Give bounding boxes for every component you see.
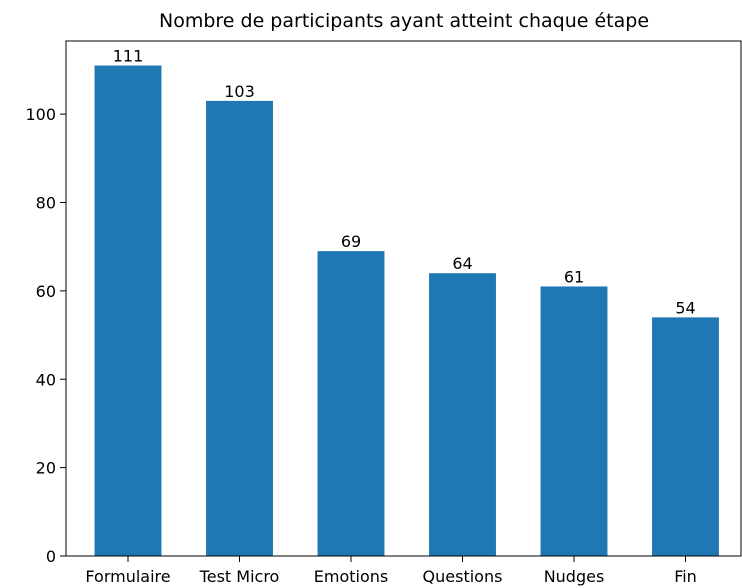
y-tick-label: 100 <box>25 105 56 124</box>
value-label: 64 <box>452 254 472 273</box>
x-tick-label: Test Micro <box>199 567 280 586</box>
bar <box>429 273 496 556</box>
bar <box>317 251 385 557</box>
bar <box>540 286 608 556</box>
y-tick-label: 80 <box>36 194 56 213</box>
value-label: 61 <box>564 267 584 286</box>
y-tick-label: 0 <box>46 547 56 566</box>
y-tick-label: 20 <box>36 459 56 478</box>
y-tick-label: 60 <box>36 282 56 301</box>
value-label: 54 <box>675 298 695 317</box>
y-tick-label: 40 <box>36 370 56 389</box>
x-tick-label: Formulaire <box>85 567 170 586</box>
value-label: 69 <box>341 232 361 251</box>
x-tick-label: Questions <box>423 567 503 586</box>
value-label: 103 <box>224 82 255 101</box>
x-tick-label: Fin <box>674 567 697 586</box>
bar <box>94 65 162 557</box>
x-tick-label: Nudges <box>544 567 605 586</box>
bar <box>652 317 719 556</box>
plot-frame <box>65 40 742 557</box>
chart-title: Nombre de participants ayant atteint cha… <box>159 10 649 32</box>
value-label: 111 <box>113 47 144 66</box>
bar <box>206 100 273 556</box>
x-tick-label: Emotions <box>314 567 388 586</box>
